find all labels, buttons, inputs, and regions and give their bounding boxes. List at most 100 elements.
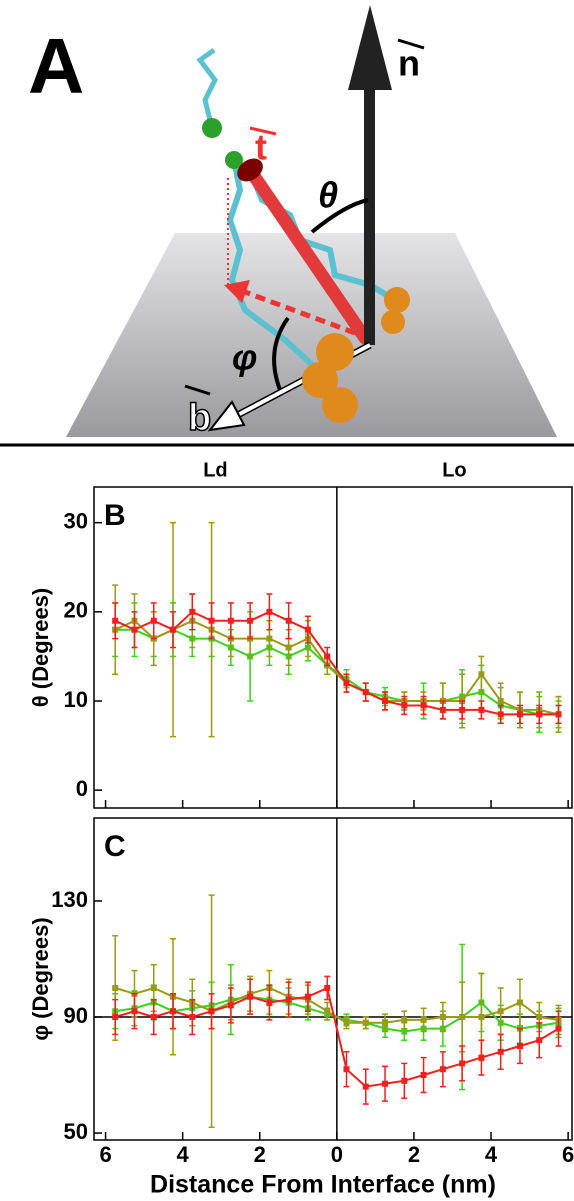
- x-tick-label: 6: [99, 1142, 111, 1167]
- point: [304, 626, 311, 633]
- angle-label: θ: [318, 175, 338, 216]
- rod-cap: [237, 158, 263, 182]
- x-axis-label: Distance From Interface (nm): [150, 1171, 496, 1199]
- point: [131, 626, 138, 633]
- point: [150, 984, 157, 991]
- point: [362, 1083, 369, 1090]
- point: [516, 999, 523, 1006]
- y-tick-label: 10: [64, 687, 88, 712]
- series-line: [115, 628, 559, 716]
- point: [208, 1008, 215, 1015]
- point: [497, 1008, 504, 1015]
- point: [208, 617, 215, 624]
- point: [536, 1014, 543, 1021]
- point: [170, 626, 177, 633]
- region-label: Lo: [442, 459, 466, 481]
- series-line: [114, 610, 559, 716]
- point: [362, 689, 369, 696]
- point: [420, 1016, 427, 1023]
- y-axis-label: θ (Degrees): [28, 588, 53, 708]
- vector-label: t: [255, 127, 267, 168]
- point: [285, 617, 292, 624]
- point: [478, 706, 485, 713]
- y-tick-label: 130: [51, 887, 88, 912]
- point: [112, 984, 119, 991]
- point: [266, 999, 273, 1006]
- series: [112, 975, 562, 1105]
- point: [459, 706, 466, 713]
- projected-tail: [244, 289, 356, 336]
- point: [420, 1072, 427, 1079]
- point: [189, 1014, 196, 1021]
- atom: [381, 310, 405, 334]
- normal-vector: [364, 80, 375, 345]
- point: [189, 608, 196, 615]
- point: [247, 617, 254, 624]
- vector-label: n: [398, 43, 420, 84]
- point: [536, 1037, 543, 1044]
- point: [382, 698, 389, 704]
- panel-label: A: [28, 22, 84, 110]
- point: [497, 1048, 504, 1055]
- point: [516, 1043, 523, 1050]
- point: [343, 1066, 350, 1073]
- vector-arrow: [397, 38, 425, 50]
- point: [170, 1008, 177, 1015]
- point: [324, 1008, 331, 1015]
- vector-arrow: [184, 384, 211, 396]
- point: [478, 1014, 485, 1021]
- point: [112, 617, 119, 624]
- point: [362, 1019, 369, 1026]
- point: [247, 993, 254, 1000]
- atom: [302, 362, 338, 398]
- x-tick-label: 2: [408, 1142, 420, 1167]
- vector-arrow: [249, 126, 277, 136]
- point: [497, 698, 504, 704]
- point: [536, 711, 543, 718]
- panel-label: C: [104, 830, 126, 863]
- point: [382, 1080, 389, 1087]
- point: [266, 608, 273, 615]
- y-axis-label: φ (Degrees): [28, 917, 53, 1040]
- headgroup: [196, 47, 218, 129]
- point: [285, 644, 292, 651]
- point: [439, 1066, 446, 1073]
- point: [401, 1028, 408, 1035]
- point: [497, 711, 504, 718]
- point: [439, 706, 446, 713]
- atom: [316, 333, 354, 371]
- point: [304, 993, 311, 1000]
- point: [478, 1054, 485, 1061]
- tail-vector: [243, 163, 372, 345]
- point: [324, 653, 331, 660]
- point: [112, 1014, 119, 1021]
- plot-frame: [93, 486, 573, 809]
- y-tick-label: 50: [64, 1119, 88, 1144]
- point: [382, 1019, 389, 1026]
- point: [401, 1016, 408, 1023]
- series-line: [114, 619, 559, 716]
- atom: [225, 151, 243, 169]
- series-line: [114, 986, 559, 1024]
- atom: [384, 287, 410, 313]
- y-tick-label: 20: [64, 598, 88, 623]
- plot-frame: [93, 817, 573, 1141]
- point: [266, 635, 273, 642]
- panel-a: A n t θ φ b: [28, 5, 557, 440]
- angle-label: φ: [232, 337, 257, 378]
- x-tick-label: 4: [485, 1142, 498, 1167]
- series: [112, 593, 562, 725]
- point: [343, 1019, 350, 1026]
- point: [401, 1077, 408, 1084]
- x-tick-label: 2: [254, 1142, 266, 1167]
- atom: [202, 118, 222, 138]
- atom: [322, 387, 358, 423]
- panel-label: B: [104, 499, 126, 532]
- point: [459, 1014, 466, 1021]
- point: [555, 1025, 562, 1032]
- x-tick-label: 4: [177, 1142, 190, 1167]
- point: [150, 617, 157, 624]
- arrowhead: [348, 5, 392, 90]
- point: [324, 984, 331, 991]
